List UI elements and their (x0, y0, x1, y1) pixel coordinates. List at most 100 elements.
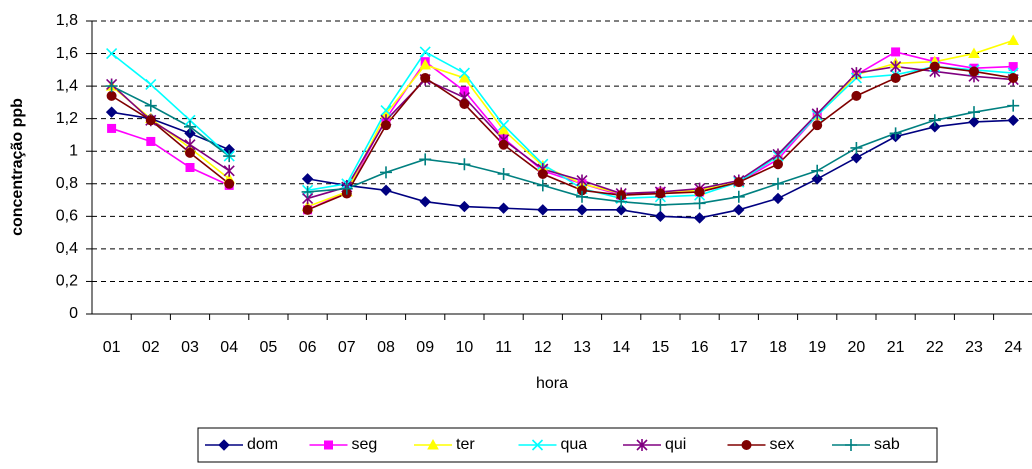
x-tick-label: 11 (495, 339, 512, 356)
data-point (851, 90, 862, 101)
data-point (498, 119, 510, 131)
data-point (497, 202, 510, 214)
data-point (811, 107, 823, 120)
legend-label: qua (561, 436, 588, 453)
x-tick-label: 07 (338, 339, 356, 356)
legend-marker (741, 440, 752, 450)
x-tick-label: 17 (730, 339, 748, 356)
legend-label: sab (874, 436, 900, 453)
data-point (106, 47, 118, 60)
data-point (891, 47, 901, 57)
data-point (185, 147, 195, 158)
data-point (223, 164, 235, 177)
data-point (302, 204, 313, 215)
data-point (733, 177, 744, 188)
x-tick-label: 18 (769, 339, 787, 356)
data-point (812, 120, 823, 131)
data-point (381, 120, 391, 131)
y-axis-label: concentração ppb (9, 98, 26, 236)
data-point (693, 212, 706, 224)
legend-label: ter (456, 436, 475, 453)
data-point (772, 192, 784, 205)
legend-label: qui (665, 436, 686, 453)
y-tick-label: 1 (69, 142, 78, 159)
data-point (615, 195, 628, 208)
data-point (458, 67, 470, 79)
data-point (576, 174, 588, 187)
legend-marker (218, 439, 230, 451)
data-point (969, 66, 979, 77)
y-tick-label: 0,4 (56, 240, 78, 257)
x-tick-label: 15 (652, 339, 670, 356)
data-point (420, 72, 431, 83)
data-point (419, 153, 432, 166)
x-tick-label: 01 (103, 339, 121, 356)
data-point (811, 173, 823, 185)
x-tick-label: 13 (573, 339, 591, 356)
data-point (184, 114, 196, 126)
data-point (458, 200, 471, 213)
data-point (654, 198, 667, 211)
data-point (1007, 99, 1020, 112)
data-point (1007, 34, 1020, 46)
x-tick-label: 19 (808, 339, 826, 356)
x-tick-label: 24 (1004, 339, 1022, 356)
data-point (576, 204, 588, 216)
data-point (850, 141, 863, 154)
x-tick-label: 21 (887, 339, 905, 356)
data-point (498, 139, 509, 150)
data-point (890, 60, 902, 73)
data-point (850, 67, 862, 80)
series-line (111, 50, 1014, 200)
data-point (929, 121, 941, 133)
data-point (537, 204, 549, 216)
data-point (184, 120, 196, 133)
data-point (145, 115, 156, 126)
x-axis-label: hora (536, 375, 568, 392)
legend-marker (636, 439, 648, 451)
legend-marker (324, 440, 333, 450)
data-point (223, 150, 236, 163)
data-point (144, 99, 157, 112)
x-tick-label: 06 (299, 339, 317, 356)
data-point (497, 168, 510, 181)
x-tick-label: 08 (377, 339, 395, 356)
data-point (105, 106, 118, 118)
data-point (773, 159, 783, 170)
data-point (811, 164, 824, 177)
data-point (145, 78, 157, 91)
series-line (111, 65, 1014, 211)
data-point (654, 210, 667, 223)
x-tick-label: 09 (416, 339, 434, 356)
data-point (968, 106, 980, 119)
data-point (301, 173, 314, 185)
x-tick-label: 04 (220, 339, 238, 356)
legend-marker (531, 439, 544, 451)
data-point (772, 177, 784, 190)
y-tick-label: 0 (69, 305, 78, 322)
legend-marker (845, 439, 857, 451)
x-tick-label: 14 (612, 339, 630, 356)
data-point (105, 80, 118, 93)
y-tick-label: 0,8 (56, 175, 78, 192)
data-point (458, 71, 471, 83)
legend-label: sex (770, 436, 795, 453)
data-point (928, 114, 941, 127)
x-tick-label: 05 (260, 339, 278, 356)
data-point (224, 178, 235, 189)
legend-label: dom (247, 436, 278, 453)
x-tick-label: 03 (181, 339, 199, 356)
data-point (106, 90, 117, 101)
legend-marker (427, 438, 439, 450)
data-point (107, 123, 117, 133)
data-point (1008, 72, 1019, 83)
data-point (1007, 114, 1019, 127)
x-tick-label: 20 (848, 339, 866, 356)
data-point (732, 190, 745, 203)
data-point (536, 179, 549, 192)
data-point (184, 127, 196, 140)
y-tick-label: 1,2 (56, 110, 78, 127)
data-point (1008, 62, 1018, 72)
y-tick-label: 0,2 (56, 273, 78, 290)
